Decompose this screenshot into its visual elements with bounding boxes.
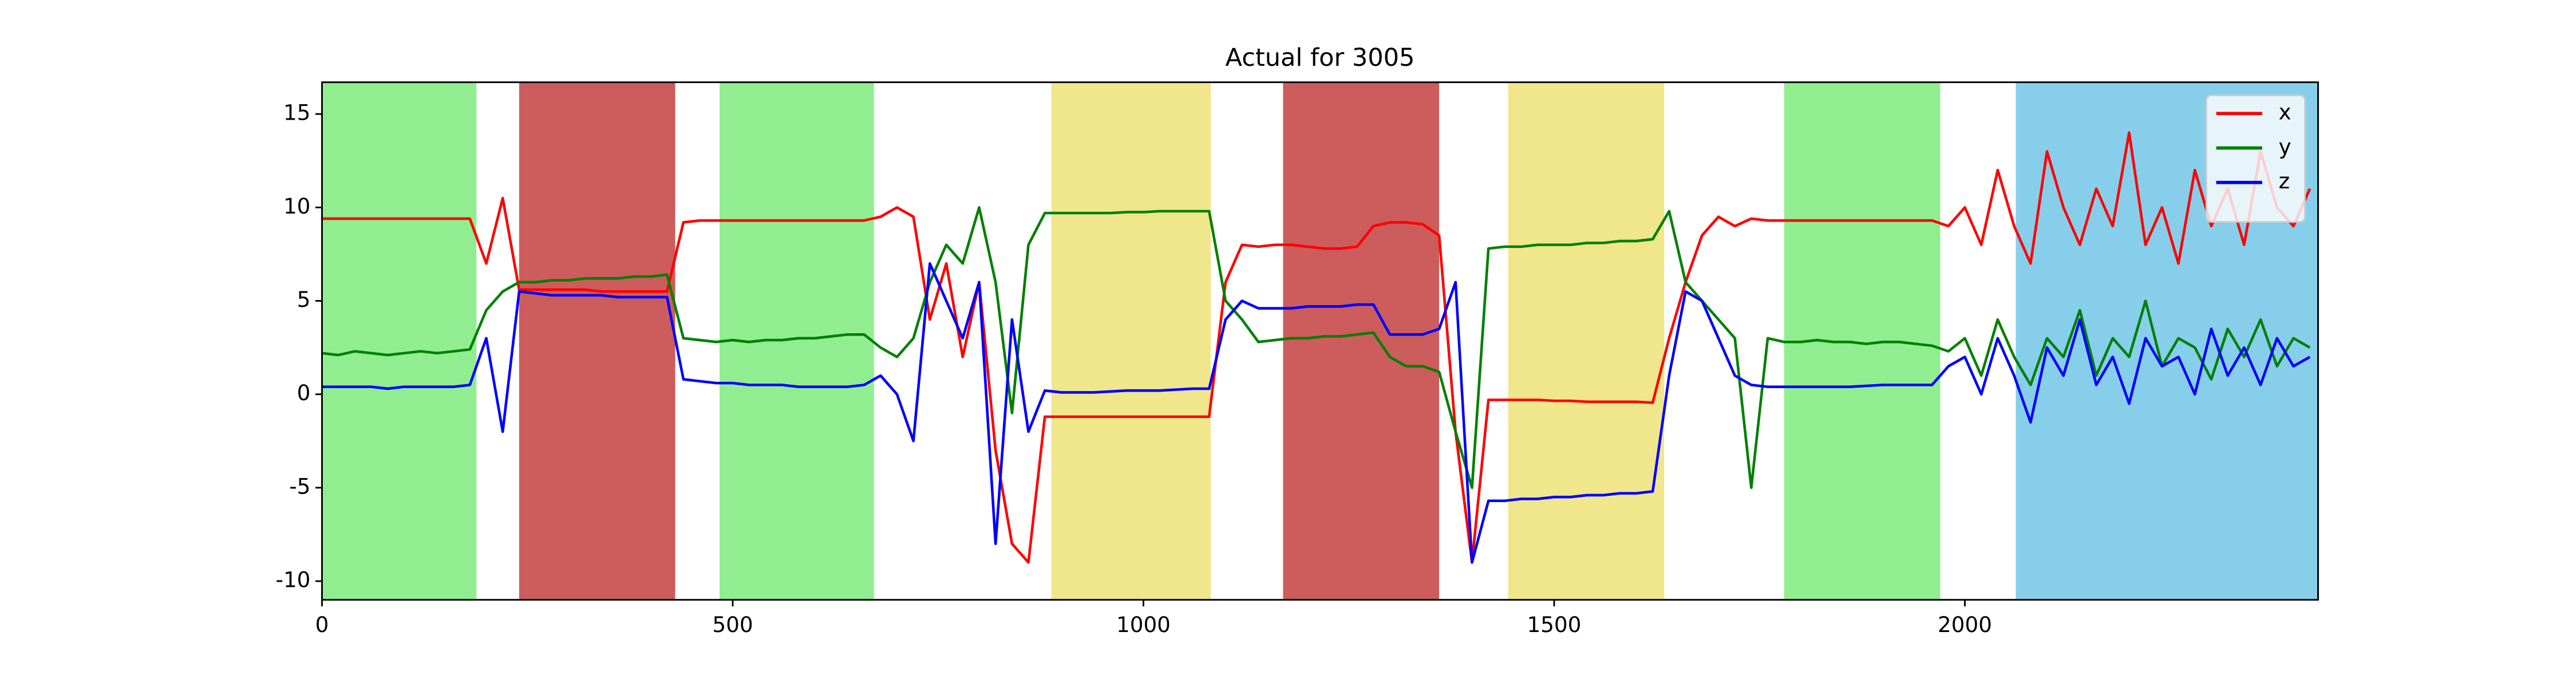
plot-frame [321, 81, 2319, 601]
series-line [322, 206, 2311, 489]
shaded-span [1051, 82, 1211, 600]
y-tick-label: 10 [283, 194, 310, 219]
legend-label: x [2279, 100, 2291, 125]
series-line [322, 262, 2311, 564]
x-tick-label: 2000 [1938, 612, 1992, 637]
chart-title: Actual for 3005 [1226, 44, 1415, 72]
legend-label: z [2279, 168, 2290, 194]
x-tick-label: 1500 [1527, 612, 1581, 637]
legend-box [2205, 94, 2306, 223]
shaded-span [1508, 82, 1665, 600]
legend: xyz [2205, 94, 2306, 223]
y-tick-label: -5 [289, 473, 310, 499]
x-tick-label: 500 [712, 612, 753, 637]
y-tick-label: 15 [283, 100, 310, 125]
x-tick-label: 0 [315, 612, 329, 637]
x-tick-label: 1000 [1116, 612, 1171, 637]
shaded-span [1283, 82, 1440, 600]
y-tick-label: -10 [275, 567, 310, 593]
y-tick-label: 0 [297, 380, 311, 405]
shaded-span [322, 82, 477, 600]
y-tick-label: 5 [297, 287, 311, 312]
series-line [322, 131, 2312, 564]
shaded-span [519, 82, 675, 600]
legend-label: y [2279, 134, 2291, 159]
